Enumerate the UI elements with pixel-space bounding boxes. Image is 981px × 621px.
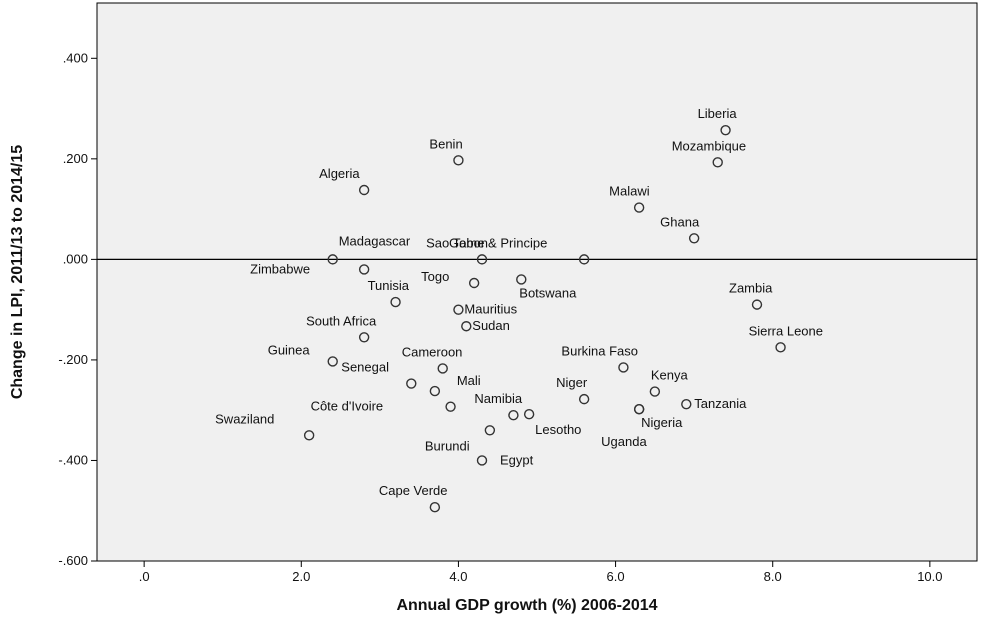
x-tick-label: 4.0 bbox=[449, 569, 467, 584]
data-point bbox=[751, 299, 763, 310]
point-label: Mali bbox=[457, 373, 481, 388]
data-point bbox=[453, 304, 464, 315]
x-axis-title: Annual GDP growth (%) 2006-2014 bbox=[396, 597, 657, 614]
data-point bbox=[358, 264, 370, 275]
point-label: Burundi bbox=[425, 438, 470, 453]
point-label: Sao Tome & Principe bbox=[426, 235, 547, 250]
point-label: Sierra Leone bbox=[749, 323, 823, 338]
data-point bbox=[468, 277, 480, 289]
data-point bbox=[578, 254, 590, 265]
point-label: Botswana bbox=[519, 285, 577, 300]
point-label: Burkina Faso bbox=[561, 343, 638, 358]
data-point bbox=[358, 184, 370, 196]
data-point bbox=[681, 398, 692, 410]
y-tick-label: .400 bbox=[63, 50, 88, 65]
point-label: Mozambique bbox=[672, 138, 746, 153]
point-label: Tanzania bbox=[694, 396, 747, 411]
point-label: Niger bbox=[556, 375, 588, 390]
data-point bbox=[406, 378, 417, 389]
data-point bbox=[618, 362, 629, 373]
data-point bbox=[633, 403, 645, 415]
point-label: Swaziland bbox=[215, 411, 274, 426]
plot-area bbox=[96, 2, 978, 562]
x-tick-label: 2.0 bbox=[292, 569, 310, 584]
point-label: Guinea bbox=[268, 342, 311, 357]
data-point bbox=[453, 155, 464, 166]
point-label: Namibia bbox=[474, 391, 522, 406]
point-label: Ghana bbox=[660, 214, 700, 229]
point-label: Côte d'Ivoire bbox=[311, 399, 384, 414]
data-point bbox=[327, 254, 338, 265]
point-label: Cape Verde bbox=[379, 483, 448, 498]
x-tick-label: 8.0 bbox=[764, 569, 782, 584]
data-point bbox=[649, 386, 661, 397]
x-tick-label: 10.0 bbox=[917, 569, 942, 584]
point-label: Gabon bbox=[449, 235, 488, 250]
point-label: Zimbabwe bbox=[250, 261, 310, 276]
y-tick-label: .200 bbox=[63, 151, 88, 166]
y-tick-label: .000 bbox=[63, 251, 88, 266]
data-point bbox=[688, 233, 700, 244]
data-point bbox=[523, 409, 535, 420]
point-label: Nigeria bbox=[641, 415, 683, 430]
point-label: Tunisia bbox=[368, 278, 410, 293]
point-label: Benin bbox=[429, 136, 462, 151]
data-point bbox=[476, 455, 488, 466]
x-tick-label: .0 bbox=[139, 569, 150, 584]
point-label: Liberia bbox=[698, 106, 738, 121]
data-point bbox=[508, 410, 519, 421]
data-point bbox=[578, 393, 590, 405]
point-label: Kenya bbox=[651, 368, 689, 383]
point-label: Togo bbox=[421, 269, 449, 284]
point-label: South Africa bbox=[306, 313, 377, 328]
data-point bbox=[303, 430, 315, 441]
data-point bbox=[327, 356, 338, 367]
data-point bbox=[445, 401, 456, 412]
point-label: Madagascar bbox=[339, 233, 411, 248]
data-point bbox=[437, 363, 448, 374]
point-label: Senegal bbox=[341, 360, 389, 375]
x-tick-label: 6.0 bbox=[607, 569, 625, 584]
data-point bbox=[712, 157, 723, 168]
point-label: Zambia bbox=[729, 281, 773, 296]
point-label: Lesotho bbox=[535, 422, 581, 437]
data-point bbox=[358, 332, 370, 343]
data-point bbox=[516, 274, 527, 285]
y-tick-label: -.400 bbox=[58, 452, 88, 467]
y-tick-label: -.200 bbox=[58, 352, 88, 367]
point-label: Mauritius bbox=[464, 302, 517, 317]
data-point bbox=[429, 385, 441, 397]
point-label: Malawi bbox=[609, 184, 650, 199]
data-point bbox=[720, 124, 731, 136]
data-point bbox=[461, 321, 472, 332]
data-point bbox=[390, 296, 401, 308]
point-label: Sudan bbox=[472, 318, 510, 333]
data-point bbox=[484, 425, 496, 436]
point-label: Egypt bbox=[500, 452, 534, 467]
point-label: Uganda bbox=[601, 434, 647, 449]
data-point bbox=[429, 502, 441, 513]
data-point bbox=[633, 202, 645, 213]
point-label: Algeria bbox=[319, 166, 360, 181]
point-label: Cameroon bbox=[402, 344, 463, 359]
y-axis-title: Change in LPI, 2011/13 to 2014/15 bbox=[9, 145, 26, 399]
data-point bbox=[476, 254, 488, 265]
y-tick-label: -.600 bbox=[58, 553, 88, 568]
data-point bbox=[775, 342, 786, 353]
